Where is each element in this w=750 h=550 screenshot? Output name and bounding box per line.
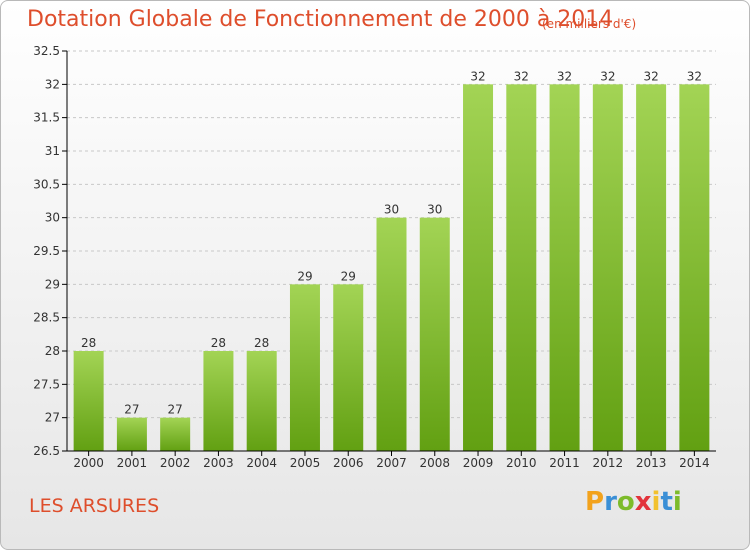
bar [203, 351, 234, 451]
y-tick-label: 30.5 [33, 177, 60, 191]
labels: 26.5 27 27.5 28 28.5 29 29.5 30 30.5 31 31.5 32 32.5… [33, 44, 709, 470]
bar [73, 351, 104, 451]
x-tick-label: 2013 [636, 456, 667, 470]
commune-name: LES ARSURES [29, 495, 160, 517]
y-tick-label: 32.5 [33, 44, 60, 58]
x-tick-label: 2008 [419, 456, 450, 470]
x-tick-label: 2004 [246, 456, 277, 470]
x-tick-label: 2010 [506, 456, 537, 470]
bar [549, 84, 580, 451]
data-label: 27 [168, 403, 183, 417]
data-label: 28 [211, 336, 226, 350]
x-tick-label: 2003 [203, 456, 234, 470]
x-tick-label: 2002 [160, 456, 191, 470]
x-tick-label: 2006 [333, 456, 364, 470]
logo-letter: x [634, 487, 652, 517]
bar [636, 84, 667, 451]
bar [246, 351, 277, 451]
data-label: 28 [254, 336, 269, 350]
data-label: 32 [643, 69, 658, 83]
bar [333, 284, 364, 451]
bar [160, 417, 191, 451]
y-tick-label: 26.5 [33, 444, 60, 458]
bar [289, 284, 320, 451]
y-tick-label: 30 [45, 211, 60, 225]
bar [463, 84, 494, 451]
x-tick-label: 2014 [679, 456, 710, 470]
data-label: 32 [687, 69, 702, 83]
y-tick-label: 31.5 [33, 111, 60, 125]
proxiti-logo: Proxiti [585, 487, 682, 517]
x-tick-label: 2001 [117, 456, 148, 470]
x-tick-label: 2005 [290, 456, 321, 470]
y-tick-label: 28.5 [33, 311, 60, 325]
logo-letter: t [660, 487, 673, 517]
logo-letter: i [651, 487, 661, 517]
chart-subtitle: (en milliers d'€) [542, 17, 637, 31]
x-tick-label: 2011 [549, 456, 580, 470]
data-label: 32 [470, 69, 485, 83]
data-label: 30 [384, 203, 399, 217]
y-tick-label: 29 [45, 277, 60, 291]
bar [592, 84, 623, 451]
logo-letter: i [672, 487, 682, 517]
y-tick-label: 31 [45, 144, 60, 158]
bar [376, 217, 407, 451]
data-label: 28 [81, 336, 96, 350]
data-label: 32 [557, 69, 572, 83]
bar [679, 84, 710, 451]
logo-letter: r [604, 487, 617, 517]
x-tick-label: 2000 [73, 456, 104, 470]
data-label: 29 [297, 269, 312, 283]
data-label: 29 [341, 269, 356, 283]
logo-letter: P [585, 487, 605, 517]
y-tick-label: 32 [45, 77, 60, 91]
y-tick-label: 28 [45, 344, 60, 358]
x-tick-label: 2009 [463, 456, 494, 470]
bar [506, 84, 537, 451]
axes [62, 50, 716, 456]
bar [419, 217, 450, 451]
y-tick-label: 27 [45, 411, 60, 425]
x-tick-label: 2012 [593, 456, 624, 470]
data-label: 32 [514, 69, 529, 83]
logo-letter: o [616, 487, 635, 517]
bars [73, 84, 710, 451]
data-label: 32 [600, 69, 615, 83]
chart-title: Dotation Globale de Fonctionnement de 20… [27, 7, 614, 32]
data-label: 27 [124, 403, 139, 417]
y-tick-label: 29.5 [33, 244, 60, 258]
data-label: 30 [427, 203, 442, 217]
y-tick-label: 27.5 [33, 377, 60, 391]
x-tick-label: 2007 [376, 456, 407, 470]
bar [116, 417, 147, 451]
